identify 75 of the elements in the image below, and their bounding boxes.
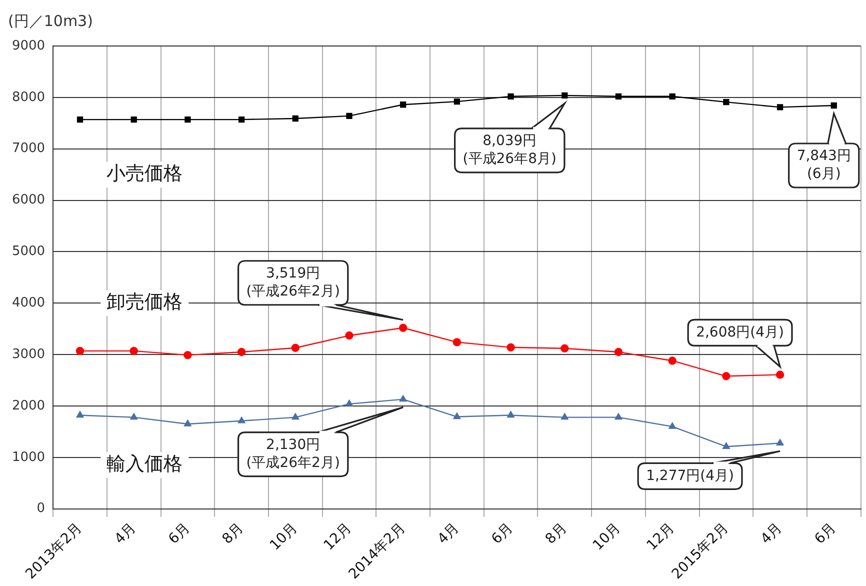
data-label: 2,608円(4月) xyxy=(696,324,784,340)
point xyxy=(669,93,676,100)
x-tick-label: 6月 xyxy=(812,520,840,548)
x-tick-label: 12月 xyxy=(644,520,678,554)
x-tick-label: 12月 xyxy=(320,520,355,554)
y-axis-title: (円／10m3) xyxy=(8,12,93,30)
point xyxy=(346,400,353,406)
point xyxy=(237,348,246,356)
point xyxy=(184,420,192,426)
x-tick-label: 6月 xyxy=(488,520,516,548)
series-label: 卸売価格 xyxy=(106,291,183,314)
point xyxy=(562,92,568,98)
point xyxy=(614,348,623,356)
x-tick-label: 4月 xyxy=(112,520,140,548)
data-label: 3,519円 (平成26年2月) xyxy=(246,266,340,300)
point xyxy=(506,343,515,352)
point xyxy=(507,411,514,418)
point xyxy=(130,346,138,356)
x-tick-label: 8月 xyxy=(542,520,570,548)
x-tick-label: 4月 xyxy=(758,520,786,548)
point xyxy=(723,98,730,106)
point xyxy=(776,104,784,110)
x-tick-label: 10月 xyxy=(266,520,301,554)
point xyxy=(508,93,514,100)
y-tick-label: 2000 xyxy=(12,398,46,414)
point xyxy=(560,344,569,352)
data-label: 2,130円 (平成26年2月) xyxy=(246,436,340,471)
point xyxy=(398,324,408,332)
point xyxy=(668,356,676,365)
point xyxy=(668,422,676,429)
y-tick-label: 6000 xyxy=(12,192,46,208)
point xyxy=(292,413,300,420)
x-tick-label: 10月 xyxy=(590,520,624,554)
point xyxy=(776,370,784,379)
data-label: 7,843円 (6月) xyxy=(796,148,851,182)
y-tick-label: 9000 xyxy=(12,38,46,54)
point xyxy=(614,413,622,420)
y-tick-label: 5000 xyxy=(12,244,46,260)
point xyxy=(399,395,407,402)
series-label: 輸入価格 xyxy=(106,453,183,476)
point xyxy=(292,115,298,122)
point xyxy=(561,413,568,420)
point xyxy=(130,413,138,420)
y-tick-label: 1000 xyxy=(12,450,46,465)
point xyxy=(130,116,137,123)
x-tick-label: 8月 xyxy=(219,520,247,548)
point xyxy=(76,116,84,123)
text: 小売価格 xyxy=(106,162,183,184)
data-label: 1,277円(4月) xyxy=(646,468,734,484)
point xyxy=(722,442,730,449)
point xyxy=(722,372,730,380)
y-tick-label: 0 xyxy=(36,501,46,516)
point xyxy=(345,331,354,340)
point xyxy=(400,102,406,108)
x-tick-label: 6月 xyxy=(166,520,194,548)
point xyxy=(238,116,245,123)
x-tick-label: 4月 xyxy=(434,520,462,548)
point xyxy=(776,439,784,446)
point xyxy=(615,93,622,100)
point xyxy=(238,416,246,424)
point xyxy=(454,98,460,105)
point xyxy=(453,412,461,420)
point xyxy=(76,346,84,356)
point xyxy=(184,116,191,123)
y-tick-label: 8000 xyxy=(12,90,46,105)
point xyxy=(184,350,192,360)
point xyxy=(452,338,462,346)
data-label: 8,039円 (平成26年8月) xyxy=(462,133,556,168)
point xyxy=(76,411,84,418)
point xyxy=(346,112,352,120)
point xyxy=(830,102,837,109)
y-tick-label: 4000 xyxy=(12,296,46,311)
point xyxy=(291,344,300,352)
y-tick-label: 7000 xyxy=(12,141,46,156)
y-tick-label: 3000 xyxy=(12,346,46,362)
